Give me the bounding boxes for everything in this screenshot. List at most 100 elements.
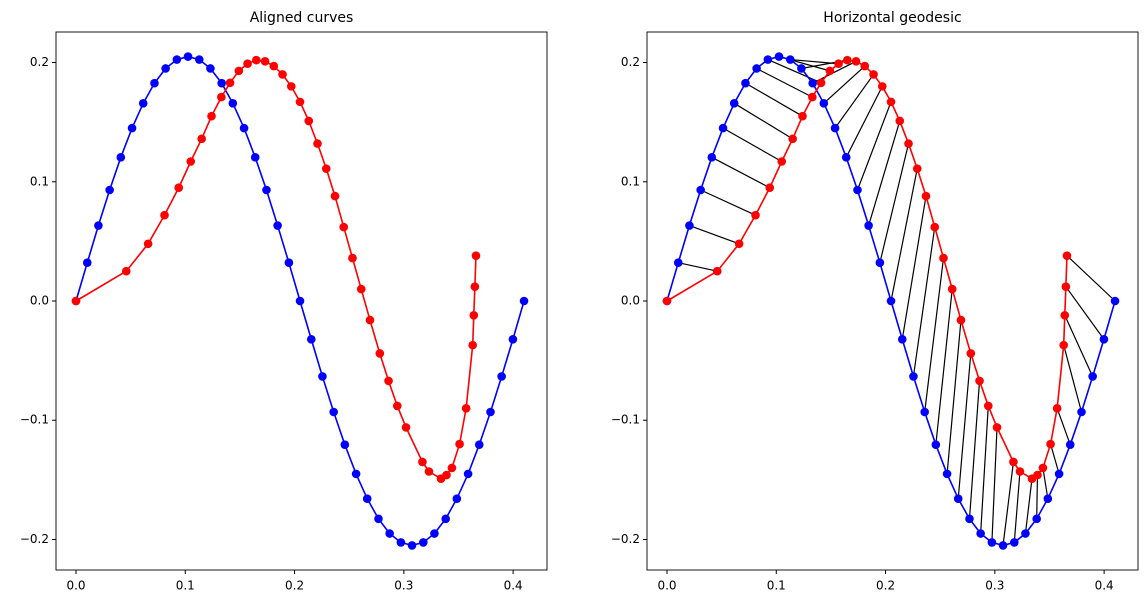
- point: [362, 494, 372, 503]
- point: [851, 57, 861, 66]
- point: [194, 55, 204, 64]
- point: [278, 70, 287, 79]
- point: [1088, 372, 1097, 381]
- geodesic-line: [991, 427, 998, 543]
- point: [912, 164, 922, 173]
- series-line: [666, 59, 1068, 480]
- point: [953, 494, 963, 503]
- geodesic-line: [1063, 344, 1083, 413]
- point: [150, 78, 159, 88]
- point: [306, 334, 316, 344]
- chart-title: Horizontal geodesic: [823, 10, 961, 26]
- point: [734, 239, 744, 249]
- point: [834, 59, 843, 69]
- point: [966, 349, 976, 358]
- point: [1065, 440, 1075, 449]
- geodesic-line: [879, 143, 910, 263]
- point: [909, 372, 918, 381]
- point: [1021, 529, 1030, 538]
- x-tick-label: 0.0: [66, 579, 85, 593]
- x-tick-label: 0.2: [876, 579, 895, 593]
- point: [143, 239, 153, 249]
- point: [965, 514, 974, 524]
- point: [1059, 340, 1068, 350]
- point: [273, 221, 282, 230]
- point: [243, 59, 252, 69]
- point: [685, 221, 694, 230]
- x-tick-label: 0.0: [657, 579, 676, 593]
- point: [160, 210, 169, 220]
- geodesic-line: [1024, 478, 1033, 534]
- point: [1099, 334, 1109, 344]
- point: [365, 315, 375, 325]
- point: [1033, 470, 1042, 480]
- point: [853, 185, 862, 195]
- point: [197, 134, 206, 144]
- point: [206, 64, 215, 73]
- x-tick-label: 0.3: [394, 579, 413, 593]
- point: [895, 116, 905, 126]
- point: [239, 123, 249, 133]
- point: [418, 457, 427, 467]
- point: [374, 514, 383, 524]
- point: [401, 423, 411, 432]
- point: [830, 123, 840, 133]
- point: [375, 349, 385, 358]
- point: [983, 401, 993, 411]
- point: [992, 423, 1002, 432]
- point: [71, 296, 81, 306]
- point: [424, 467, 434, 476]
- point: [931, 440, 941, 449]
- point: [441, 514, 450, 524]
- geodesic-line: [745, 82, 803, 117]
- point: [785, 55, 795, 64]
- point: [470, 282, 480, 291]
- geodesic-line: [935, 289, 953, 445]
- y-tick-label: 0.0: [621, 294, 640, 308]
- point: [797, 64, 806, 73]
- point: [340, 440, 350, 449]
- point: [843, 55, 852, 65]
- geodesic-line: [890, 168, 918, 302]
- point: [897, 334, 907, 344]
- point: [321, 164, 331, 173]
- point: [1015, 467, 1025, 476]
- geodesic-line: [968, 380, 981, 519]
- x-tick-label: 0.3: [985, 579, 1004, 593]
- point: [269, 61, 279, 71]
- point: [127, 123, 137, 133]
- point: [318, 372, 327, 381]
- point: [841, 153, 851, 162]
- point: [174, 183, 184, 193]
- point: [339, 222, 349, 232]
- point: [886, 97, 896, 107]
- point: [351, 469, 361, 479]
- point: [860, 61, 870, 71]
- point: [295, 296, 305, 306]
- point: [998, 541, 1008, 550]
- point: [260, 57, 270, 66]
- point: [463, 469, 473, 479]
- geodesic-line: [924, 258, 945, 413]
- point: [825, 66, 835, 76]
- point: [673, 258, 683, 268]
- axes-frame: [55, 31, 548, 571]
- x-tick-label: 0.4: [504, 579, 523, 593]
- point: [430, 529, 439, 538]
- point: [939, 253, 948, 263]
- point: [752, 64, 761, 73]
- point: [228, 99, 238, 108]
- point: [763, 55, 773, 64]
- point: [947, 284, 957, 294]
- point: [904, 139, 913, 148]
- geodesic-line: [1013, 471, 1021, 543]
- point: [497, 372, 506, 381]
- point: [474, 440, 484, 449]
- point: [469, 311, 479, 320]
- point: [930, 222, 940, 232]
- x-tick-label: 0.1: [176, 579, 195, 593]
- y-tick-label: −0.2: [611, 532, 640, 546]
- point: [875, 258, 885, 268]
- point: [486, 407, 495, 417]
- point: [1062, 251, 1072, 260]
